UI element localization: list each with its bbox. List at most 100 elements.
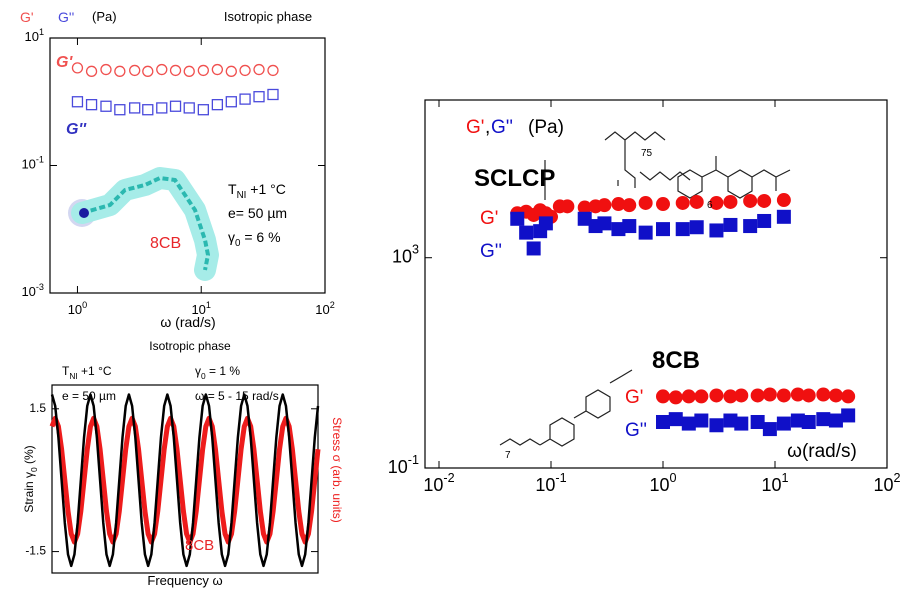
circle-marker bbox=[211, 63, 224, 76]
data-line bbox=[50, 393, 320, 568]
square-marker bbox=[681, 416, 696, 431]
square-marker bbox=[577, 211, 592, 226]
y-tick-label: 10-3 bbox=[21, 282, 44, 299]
square-marker bbox=[638, 225, 653, 240]
circle-marker bbox=[743, 193, 758, 208]
circle-marker bbox=[577, 200, 592, 215]
square-marker bbox=[597, 216, 612, 231]
y-tick-label: 10-1 bbox=[21, 155, 44, 172]
circle-marker bbox=[790, 387, 805, 402]
chart-title: Isotropic phase bbox=[224, 9, 312, 24]
square-marker bbox=[225, 96, 237, 108]
x-tick-label: 10-1 bbox=[535, 471, 566, 494]
square-marker bbox=[841, 408, 856, 423]
circle-marker bbox=[841, 389, 856, 404]
x-tick-label: 10-2 bbox=[423, 471, 454, 494]
square-marker bbox=[723, 217, 738, 232]
annotation: γ0 = 6 % bbox=[228, 229, 281, 249]
square-marker bbox=[142, 104, 154, 116]
circle-marker bbox=[169, 64, 182, 77]
circle-marker bbox=[668, 390, 683, 405]
square-marker bbox=[655, 414, 670, 429]
y-tick-label: 1.5 bbox=[29, 401, 46, 415]
legend-label: G' bbox=[625, 387, 643, 408]
plot-frame bbox=[51, 384, 319, 574]
square-marker bbox=[723, 413, 738, 428]
square-marker bbox=[694, 413, 709, 428]
circle-marker bbox=[723, 194, 738, 209]
square-marker bbox=[622, 219, 637, 234]
square-marker bbox=[734, 416, 749, 431]
y-tick-label: 103 bbox=[392, 243, 419, 266]
square-marker bbox=[156, 102, 168, 114]
square-marker bbox=[757, 213, 772, 228]
square-marker bbox=[816, 412, 831, 427]
square-marker bbox=[526, 241, 541, 256]
annotation: TNI +1 °C bbox=[62, 364, 112, 381]
circle-marker bbox=[197, 64, 209, 77]
x-axis-label: Frequency ω bbox=[147, 573, 222, 588]
square-marker bbox=[655, 222, 670, 237]
8cb-structure bbox=[499, 369, 633, 447]
circle-marker bbox=[611, 197, 626, 212]
square-marker bbox=[253, 91, 265, 103]
square-marker bbox=[668, 412, 683, 427]
annotation: e= 50 µm bbox=[228, 205, 287, 221]
circle-marker bbox=[776, 193, 791, 208]
circle-marker bbox=[597, 198, 612, 213]
y-tick-label: 101 bbox=[24, 27, 44, 44]
circle-marker bbox=[253, 63, 265, 76]
circle-marker bbox=[709, 388, 724, 403]
x-tick-label: 102 bbox=[315, 300, 335, 317]
annotation: 7 bbox=[505, 450, 511, 461]
annotation: SCLCP bbox=[474, 165, 555, 192]
square-marker bbox=[519, 225, 534, 240]
circle-marker bbox=[757, 193, 772, 208]
circle-marker bbox=[156, 63, 168, 76]
square-marker bbox=[790, 413, 805, 428]
y-axis-label: (Pa) bbox=[92, 9, 117, 24]
x-tick-label: 100 bbox=[68, 300, 88, 317]
square-marker bbox=[211, 99, 224, 111]
square-marker bbox=[197, 104, 209, 116]
square-marker bbox=[129, 102, 141, 114]
legend-label: G'' bbox=[58, 9, 74, 25]
y-tick-label: 10-1 bbox=[388, 453, 419, 476]
circle-marker bbox=[142, 65, 154, 77]
circle-marker bbox=[129, 64, 141, 77]
square-marker bbox=[828, 413, 843, 428]
circle-marker bbox=[622, 198, 637, 213]
annotation: 8CB bbox=[185, 537, 214, 554]
x-tick-label: 101 bbox=[761, 471, 788, 494]
annotation: , bbox=[485, 117, 490, 138]
circle-marker bbox=[85, 65, 98, 77]
circle-marker bbox=[100, 63, 112, 76]
data-line bbox=[49, 415, 321, 545]
circle-marker bbox=[225, 65, 237, 77]
x-tick-label: 102 bbox=[873, 471, 900, 494]
circle-marker bbox=[71, 62, 84, 74]
circle-marker bbox=[694, 389, 709, 404]
circle-marker bbox=[816, 387, 831, 402]
square-marker bbox=[776, 416, 791, 431]
annotation: G'' bbox=[491, 117, 513, 138]
square-marker bbox=[743, 219, 758, 234]
square-marker bbox=[709, 418, 724, 433]
circle-marker bbox=[681, 389, 696, 404]
square-marker bbox=[114, 104, 126, 116]
annotation: 75 bbox=[641, 148, 653, 159]
square-marker bbox=[183, 102, 195, 114]
x-axis-label: ω (rad/s) bbox=[160, 314, 215, 330]
legend-label: G'' bbox=[625, 420, 647, 441]
annotation: G' bbox=[56, 54, 73, 71]
square-marker bbox=[750, 414, 765, 429]
annotation: e = 50 µm bbox=[62, 389, 116, 403]
annotation: G'' bbox=[66, 121, 87, 138]
annotation: 6 bbox=[707, 200, 713, 211]
square-marker bbox=[71, 96, 84, 108]
circle-marker bbox=[750, 388, 765, 403]
legend-label: G'' bbox=[480, 241, 502, 262]
square-marker bbox=[801, 414, 816, 429]
